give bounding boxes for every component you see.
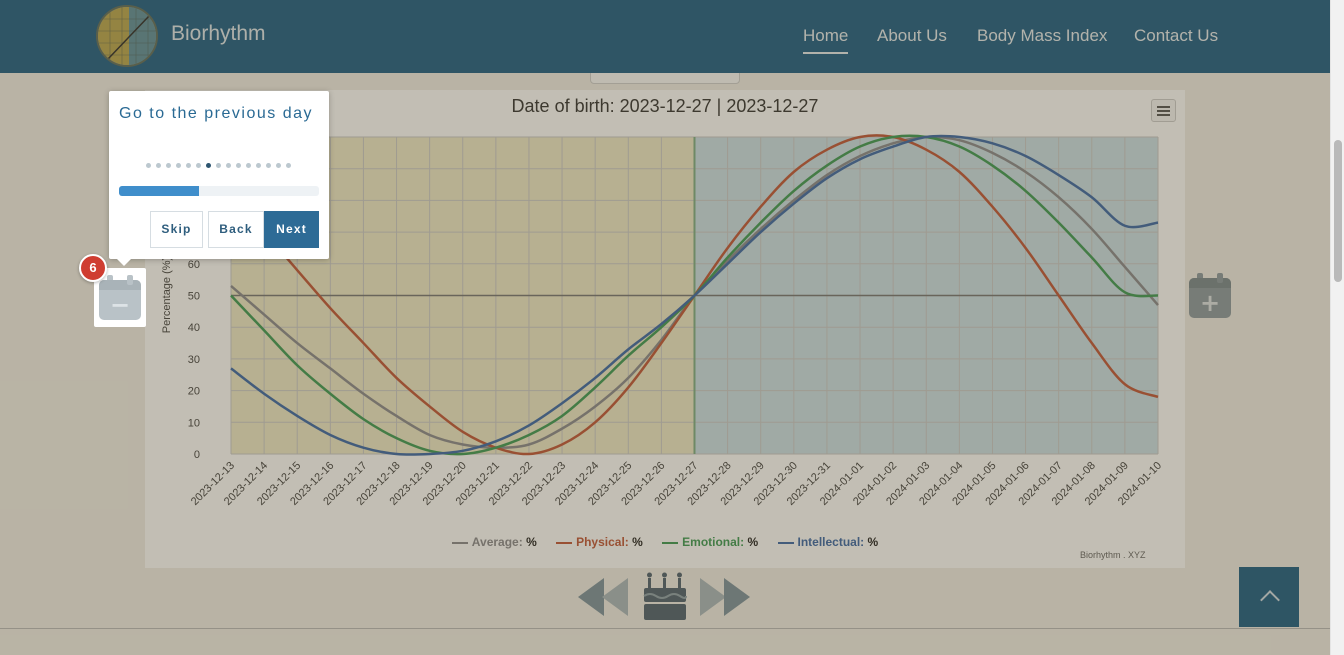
- y-tick-label: 0: [194, 449, 200, 461]
- back-to-top-button[interactable]: [1239, 567, 1299, 627]
- navbar: Biorhythm Home About Us Body Mass Index …: [0, 0, 1330, 73]
- tour-title: Go to the previous day: [119, 105, 313, 122]
- series-line-intellectual: [230, 134, 1159, 456]
- tour-progress-fill: [119, 186, 199, 196]
- hamburger-menu-icon: [1157, 106, 1170, 108]
- tour-next-button[interactable]: Next: [264, 211, 319, 248]
- tour-step-dot[interactable]: [156, 163, 161, 168]
- arrow-right-icon: [724, 578, 750, 616]
- tour-step-dot[interactable]: [206, 163, 211, 168]
- birthday-cake-icon: [643, 572, 687, 620]
- tour-step-dot[interactable]: [266, 163, 271, 168]
- calendar-minus-icon: −: [99, 275, 141, 320]
- nav-body-mass-index[interactable]: Body Mass Index: [977, 26, 1108, 45]
- calendar-plus-icon: +: [1189, 273, 1231, 318]
- tour-step-dot[interactable]: [276, 163, 281, 168]
- birthday-button[interactable]: [642, 572, 688, 622]
- tour-back-button[interactable]: Back: [208, 211, 264, 248]
- y-tick-label: 20: [188, 386, 200, 398]
- y-tick-label: 50: [188, 291, 200, 303]
- tour-step-dot[interactable]: [186, 163, 191, 168]
- tour-step-dot[interactable]: [166, 163, 171, 168]
- tour-step-dot[interactable]: [286, 163, 291, 168]
- chart-menu-button[interactable]: [1151, 99, 1176, 122]
- chart-credit[interactable]: Biorhythm . XYZ: [1080, 550, 1146, 560]
- tour-step-dot[interactable]: [146, 163, 151, 168]
- chart-legend: Average: % Physical: % Emotional: % Inte…: [0, 535, 1330, 549]
- tour-step-dot[interactable]: [246, 163, 251, 168]
- tour-tooltip: Go to the previous day Skip Back Next: [109, 91, 329, 266]
- brand-logo[interactable]: [96, 5, 158, 67]
- tour-progress-bar: [119, 186, 319, 196]
- y-tick-label: 60: [188, 259, 200, 271]
- tour-step-dot[interactable]: [196, 163, 201, 168]
- tour-step-dot[interactable]: [226, 163, 231, 168]
- footer-divider: [0, 628, 1330, 629]
- tour-step-dot[interactable]: [236, 163, 241, 168]
- legend-line-physical: [556, 541, 573, 544]
- scrollbar-thumb[interactable]: [1334, 140, 1342, 282]
- y-axis-label: Percentage (%): [161, 257, 173, 333]
- legend-item-physical[interactable]: Physical: %: [556, 535, 643, 549]
- y-tick-label: 40: [188, 322, 200, 334]
- tour-step-badge: 6: [79, 254, 107, 282]
- legend-item-average[interactable]: Average: %: [451, 535, 537, 549]
- brand-name[interactable]: Biorhythm: [171, 22, 266, 45]
- legend-line-emotional: [662, 541, 679, 544]
- scrollbar[interactable]: [1330, 0, 1344, 655]
- tour-step-dot[interactable]: [176, 163, 181, 168]
- arrow-left-icon: [578, 578, 604, 616]
- next-button[interactable]: [700, 578, 752, 618]
- nav-home[interactable]: Home: [803, 26, 849, 54]
- nav-about-us[interactable]: About Us: [877, 26, 947, 45]
- tour-skip-button[interactable]: Skip: [150, 211, 203, 248]
- y-tick-label: 10: [188, 417, 200, 429]
- previous-button[interactable]: [578, 578, 630, 618]
- legend-line-average: [451, 541, 468, 544]
- tour-step-dot[interactable]: [216, 163, 221, 168]
- tour-step-dot[interactable]: [256, 163, 261, 168]
- legend-item-emotional[interactable]: Emotional: %: [662, 535, 758, 549]
- legend-line-intellectual: [777, 541, 794, 544]
- chart-title: Date of birth: 2023-12-27 | 2023-12-27: [511, 96, 819, 116]
- legend-item-intellectual[interactable]: Intellectual: %: [777, 535, 878, 549]
- nav-contact-us[interactable]: Contact Us: [1134, 26, 1219, 45]
- next-day-button[interactable]: +: [1184, 270, 1234, 326]
- y-tick-label: 30: [188, 354, 200, 366]
